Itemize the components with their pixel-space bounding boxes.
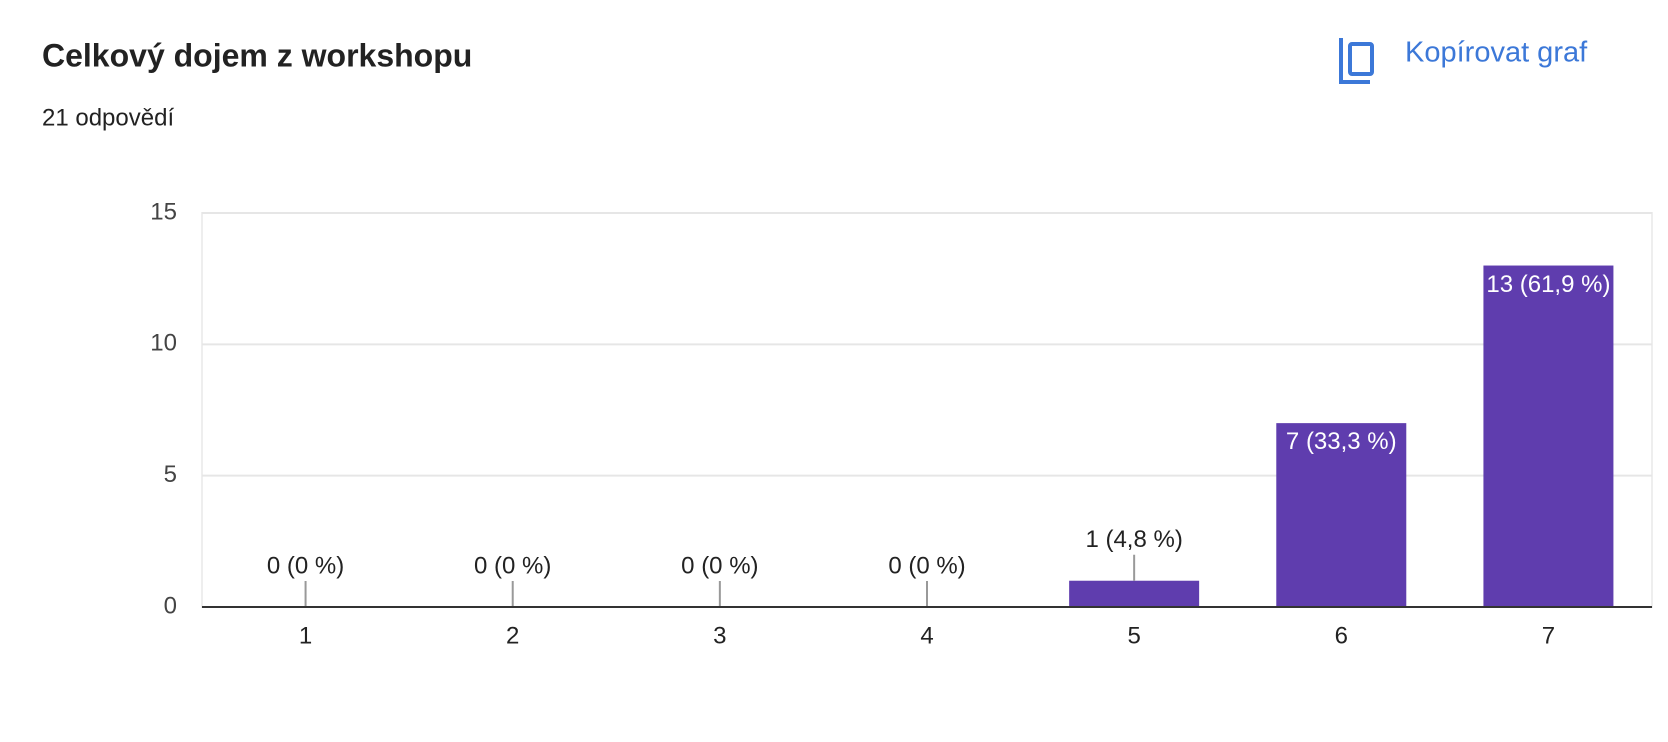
value-label: 0 (0 %): [681, 552, 758, 579]
value-label: 0 (0 %): [267, 552, 344, 579]
x-tick-label: 1: [299, 622, 312, 649]
value-label: 1 (4,8 %): [1085, 526, 1182, 553]
y-tick-label: 0: [164, 592, 177, 619]
x-tick-label: 2: [506, 622, 519, 649]
x-tick-label: 4: [920, 622, 933, 649]
subtitle: 21 odpovědí: [42, 104, 174, 131]
value-label: 13 (61,9 %): [1486, 270, 1611, 298]
copy-button[interactable]: Kopírovat graf: [1339, 37, 1588, 84]
y-tick-label: 5: [164, 461, 177, 488]
value-label: 0 (0 %): [474, 552, 551, 579]
copy-icon: [1339, 38, 1370, 84]
y-tick-label: 15: [150, 198, 177, 225]
x-tick-label: 7: [1542, 622, 1555, 649]
plot-frame: [201, 212, 1653, 608]
value-label: 0 (0 %): [888, 552, 965, 579]
value-label: 7 (33,3 %): [1285, 428, 1397, 456]
bar: [1483, 265, 1614, 607]
x-tick-label: 5: [1127, 622, 1140, 649]
copy-icon: [1348, 42, 1374, 76]
bar: [1069, 580, 1200, 607]
y-tick-label: 10: [150, 330, 177, 357]
x-tick-label: 3: [713, 622, 726, 649]
bar: [1276, 423, 1407, 607]
chart-title: Celkový dojem z workshopu: [42, 37, 472, 73]
copy-button-label[interactable]: Kopírovat graf: [1405, 37, 1588, 69]
x-tick-label: 6: [1335, 622, 1348, 649]
